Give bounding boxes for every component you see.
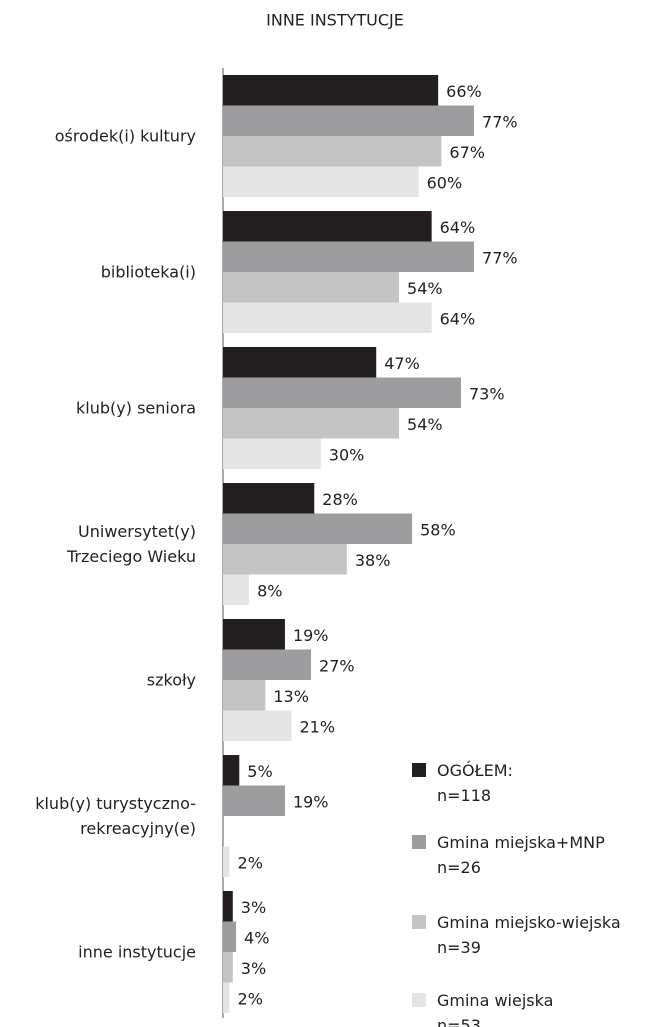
value-label: 5%: [247, 762, 272, 781]
value-label: 2%: [238, 853, 263, 872]
bar: [223, 302, 432, 333]
value-label: 73%: [469, 384, 505, 403]
bar: [223, 619, 285, 650]
legend-swatch: [412, 763, 426, 777]
value-label: 3%: [241, 959, 266, 978]
category-label: Uniwersytet(y) Trzeciego Wieku: [66, 522, 196, 566]
value-label: 8%: [257, 581, 282, 600]
bar: [223, 347, 377, 378]
bar: [223, 136, 442, 167]
chart-title: INNE INSTYTUCJE: [266, 11, 404, 30]
value-label: 54%: [407, 279, 443, 298]
bar: [223, 785, 285, 816]
bar: [223, 544, 347, 575]
value-label: 64%: [440, 218, 476, 237]
value-label: 21%: [299, 717, 335, 736]
bar: [223, 891, 233, 922]
bar: [223, 241, 475, 272]
value-label: 4%: [244, 928, 269, 947]
value-label: 60%: [427, 173, 463, 192]
value-label: 28%: [322, 490, 358, 509]
bar: [223, 513, 413, 544]
category-label: klub(y) turystyczno- rekreacyjny(e): [35, 794, 196, 838]
category-label: szkoły: [146, 670, 196, 690]
value-label: 54%: [407, 415, 443, 434]
bar: [223, 166, 419, 197]
legend-label: Gmina miejsko-wiejska n=39: [437, 913, 621, 957]
legend-swatch: [412, 993, 426, 1007]
value-label: 58%: [420, 520, 456, 539]
value-label: 2%: [238, 989, 263, 1008]
bar: [223, 680, 266, 711]
bar: [223, 377, 461, 408]
bar: [223, 952, 233, 983]
value-label: 13%: [273, 687, 309, 706]
bar: [223, 846, 230, 877]
bar: [223, 921, 237, 952]
value-label: 66%: [446, 82, 482, 101]
bar: [223, 438, 321, 469]
value-label: 67%: [449, 143, 485, 162]
category-label: inne instytucje: [78, 942, 196, 962]
legend-label: Gmina miejska+MNP n=26: [437, 833, 605, 877]
value-label: 19%: [293, 626, 329, 645]
value-label: 3%: [241, 898, 266, 917]
bar: [223, 105, 475, 136]
bar: [223, 75, 439, 106]
legend-label: Gmina wiejska n=53: [437, 991, 554, 1027]
value-label: 77%: [482, 112, 518, 131]
category-label: klub(y) seniora: [76, 398, 196, 418]
legend-swatch: [412, 835, 426, 849]
bar: [223, 649, 312, 680]
bar: [223, 755, 240, 786]
value-label: 19%: [293, 792, 329, 811]
bar: [223, 574, 250, 605]
value-label: 47%: [384, 354, 420, 373]
value-label: 27%: [319, 656, 355, 675]
category-label: ośrodek(i) kultury: [54, 126, 196, 146]
category-label: biblioteka(i): [100, 262, 196, 282]
bar: [223, 211, 432, 242]
value-label: 77%: [482, 248, 518, 267]
legend-swatch: [412, 915, 426, 929]
value-label: 38%: [355, 551, 391, 570]
bar: [223, 710, 292, 741]
bar: [223, 272, 400, 303]
value-label: 64%: [440, 309, 476, 328]
bar: [223, 483, 315, 514]
legend-label: OGÓŁEM: n=118: [437, 761, 513, 805]
value-label: 30%: [329, 445, 365, 464]
bar: [223, 982, 230, 1013]
bar: [223, 408, 400, 439]
